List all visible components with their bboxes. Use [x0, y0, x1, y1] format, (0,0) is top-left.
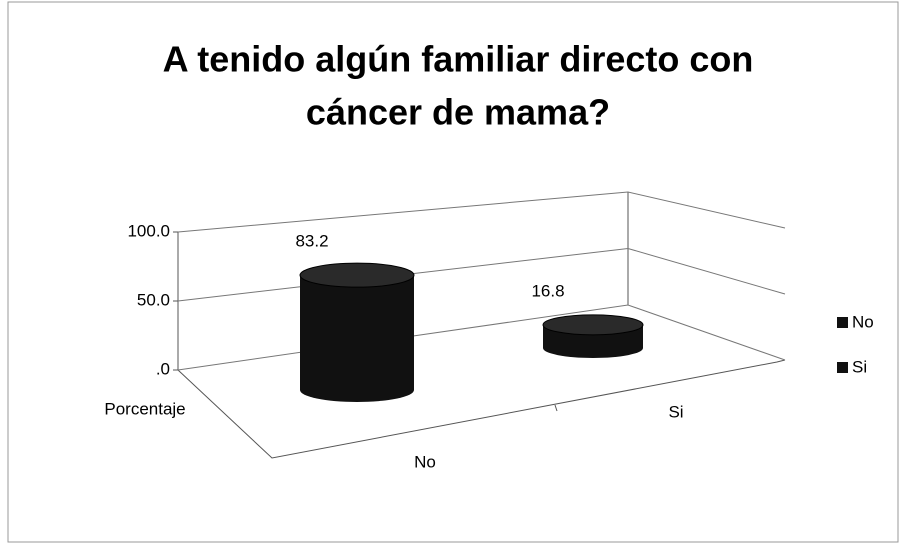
x-tick-label: Si [668, 402, 683, 421]
cylinder [542, 314, 644, 358]
data-label: 83.2 [295, 232, 328, 251]
chart-title: cáncer de mama? [306, 92, 610, 133]
y-tick-label: 50.0 [137, 290, 170, 309]
cylinder-part [542, 314, 644, 336]
legend-label: No [852, 312, 874, 331]
y-tick-label: 100.0 [127, 221, 170, 240]
grid-line [177, 191, 786, 233]
legend-label: Si [852, 357, 867, 376]
grid-line [177, 304, 786, 371]
chart-title: A tenido algún familiar directo con [163, 39, 754, 80]
x-tick-label: No [414, 452, 436, 471]
cylinder-part [299, 262, 415, 288]
data-label: 16.8 [531, 281, 564, 300]
legend-swatch [837, 362, 848, 373]
y-tick-label: .0 [156, 359, 170, 378]
grid-line [177, 247, 786, 302]
axis-line [554, 404, 558, 412]
axis-line [177, 232, 786, 459]
depth-label: Porcentaje [104, 399, 185, 418]
cylinder-part [300, 275, 414, 390]
cylinder [299, 262, 415, 402]
legend-swatch [837, 317, 848, 328]
chart-frame [7, 1, 899, 543]
